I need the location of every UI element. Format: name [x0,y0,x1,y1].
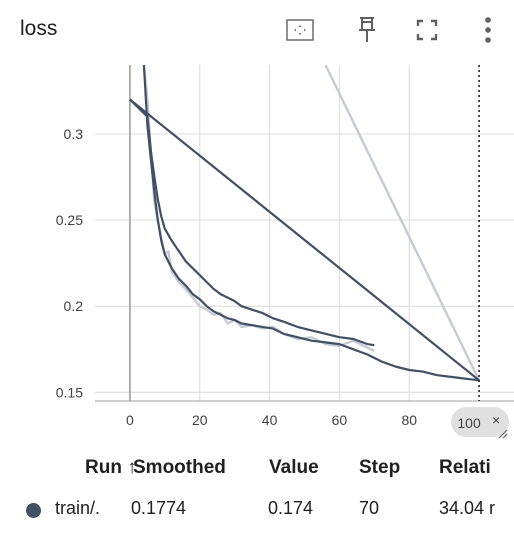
more-vert-icon [484,16,492,44]
y-tick-label: 0.3 [64,126,84,142]
step-marker-label: 100 [457,415,481,431]
fit-domain-icon [285,18,315,42]
run-color-dot [26,503,41,518]
x-tick-label: 40 [262,412,278,428]
smoothed-series-line [129,98,375,347]
step-value: 70 [359,498,380,518]
fit-domain-button[interactable] [284,14,316,46]
x-tick-label: 20 [192,412,208,428]
smoothed-series-line [129,98,480,382]
step-marker-background [451,407,510,437]
x-tick-label: 0 [126,412,134,428]
header-relative[interactable]: Relati [439,457,491,478]
y-tick-label: 0.2 [64,298,84,314]
raw-series-line [324,65,481,381]
run-table-header: Run ↑ Smoothed Value Step Relati [0,457,514,481]
pin-icon [355,16,379,44]
run-name: train/. [55,498,101,518]
header-smoothed[interactable]: Smoothed [133,457,226,478]
card-title: loss [20,17,58,40]
header-value[interactable]: Value [269,457,319,478]
header-run[interactable]: Run ↑ [85,457,137,478]
chart-toolbar [284,14,506,46]
y-tick-label: 0.15 [56,384,83,400]
loss-line-chart[interactable]: 0 20 40 60 80 0.15 0.2 0.25 0.3 100 × [0,55,514,445]
table-row: train/. 0.1774 0.174 70 34.04 r [0,498,514,522]
step-marker-pill[interactable]: 100 × [451,407,510,437]
pin-button[interactable] [351,14,383,46]
smoothed-series-line [142,65,480,382]
more-options-button[interactable] [472,14,504,46]
resize-handle-icon [498,429,508,439]
raw-value: 0.174 [268,498,314,518]
header-step[interactable]: Step [359,457,401,478]
y-tick-label: 0.25 [56,212,83,228]
x-tick-label: 60 [332,412,348,428]
close-icon[interactable]: × [492,412,500,428]
relative-value: 34.04 r [439,498,496,518]
x-tick-label: 80 [401,412,417,428]
fullscreen-icon [415,18,439,42]
fullscreen-button[interactable] [411,14,443,46]
smoothed-value: 0.1774 [131,498,187,518]
